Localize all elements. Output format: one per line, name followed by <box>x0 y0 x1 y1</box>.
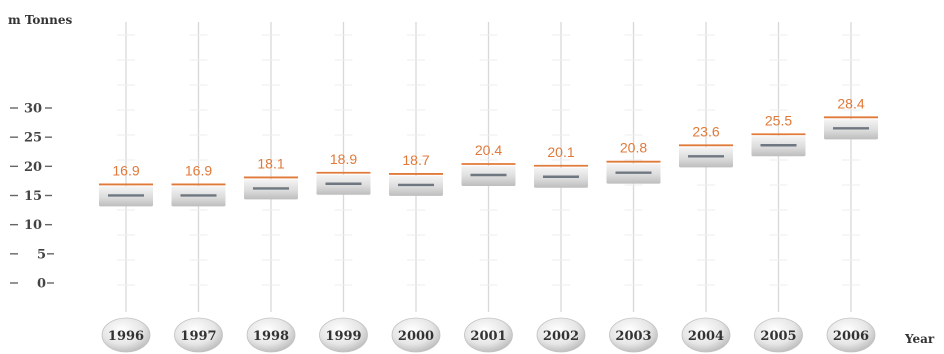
value-label: 28.4 <box>837 95 864 111</box>
column-1998: 18.1 1998 <box>244 22 298 353</box>
year-ball <box>319 317 368 353</box>
year-ball <box>681 317 731 353</box>
x-tick-label: 1996 <box>108 329 144 344</box>
year-ball <box>174 317 223 353</box>
value-label: 16.9 <box>112 162 139 178</box>
year-ball <box>609 317 658 353</box>
y-tick-label: 25 <box>24 131 42 146</box>
year-ball <box>754 317 803 353</box>
x-tick-label: 1997 <box>180 329 216 344</box>
y-tick-label: 5 <box>37 247 46 262</box>
x-tick-label: 1999 <box>325 329 361 344</box>
column-1996: 16.9 1996 <box>99 22 153 353</box>
year-ball <box>536 317 586 353</box>
value-label: 25.5 <box>765 112 792 128</box>
value-label: 18.7 <box>402 152 429 168</box>
value-label: 20.4 <box>475 142 502 158</box>
column-1997: 16.9 1997 <box>171 22 226 353</box>
column-2003: 20.8 2003 <box>606 22 661 353</box>
x-tick-label: 2002 <box>543 329 579 344</box>
y-tick-label: 15 <box>24 189 42 204</box>
column-2005: 25.5 2005 <box>751 22 806 353</box>
x-tick-label: 2004 <box>688 329 724 344</box>
value-label: 20.1 <box>547 144 574 160</box>
y-axis: 0 5 10 15 20 25 30 <box>10 102 54 292</box>
year-ball <box>391 317 441 353</box>
column-1999: 18.9 1999 <box>316 22 371 353</box>
value-label: 18.9 <box>330 151 357 167</box>
x-tick-label: 2000 <box>398 329 434 344</box>
value-label: 23.6 <box>692 123 719 139</box>
column-2001: 20.4 2001 <box>461 22 516 353</box>
y-tick-label: 0 <box>37 277 46 292</box>
plot-area: 16.9 1996 16.9 1997 18.1 1998 18.9 1999 18.7 2000… <box>99 22 878 353</box>
y-tick-label: 20 <box>24 160 42 175</box>
value-label: 20.8 <box>620 140 647 156</box>
x-tick-label: 2005 <box>760 329 796 344</box>
y-axis-label: m Tonnes <box>8 13 73 27</box>
x-axis-label: Year <box>904 332 935 346</box>
x-tick-label: 2006 <box>833 329 869 344</box>
x-tick-label: 2001 <box>470 329 506 344</box>
year-ball <box>101 317 151 353</box>
value-label: 18.1 <box>257 155 284 171</box>
y-tick-label: 30 <box>24 102 42 117</box>
column-2000: 18.7 2000 <box>389 22 443 353</box>
y-tick-label: 10 <box>24 218 42 233</box>
x-tick-label: 1998 <box>253 329 289 344</box>
year-ball <box>826 317 876 353</box>
column-2004: 23.6 2004 <box>679 22 733 353</box>
column-2002: 20.1 2002 <box>534 22 588 353</box>
x-tick-label: 2003 <box>615 329 651 344</box>
column-2006: 28.4 2006 <box>824 22 878 353</box>
value-label: 16.9 <box>185 162 212 178</box>
year-ball <box>246 317 296 353</box>
year-ball <box>464 317 513 353</box>
